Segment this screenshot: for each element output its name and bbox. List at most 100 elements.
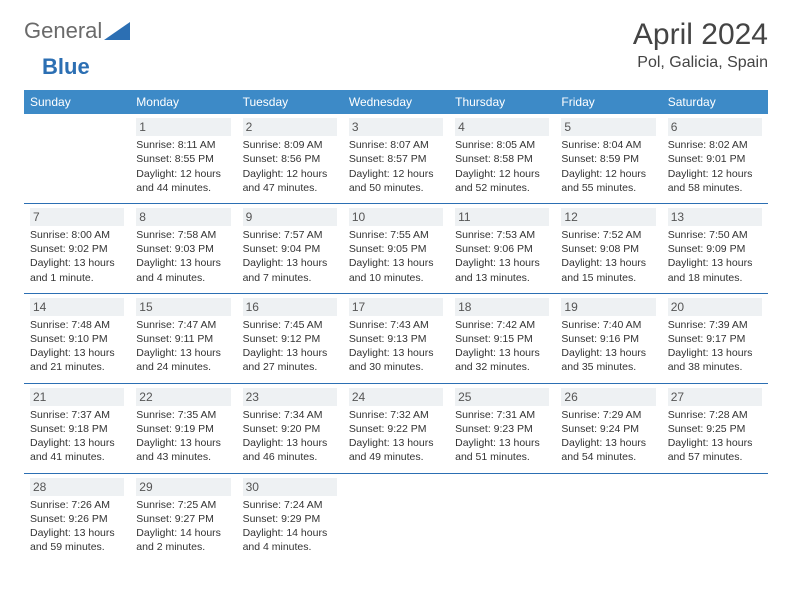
daylight1-text: Daylight: 13 hours bbox=[668, 346, 762, 360]
sunrise-text: Sunrise: 8:04 AM bbox=[561, 138, 655, 152]
sunset-text: Sunset: 8:56 PM bbox=[243, 152, 337, 166]
sunrise-text: Sunrise: 7:57 AM bbox=[243, 228, 337, 242]
day-number: 20 bbox=[668, 298, 762, 316]
daylight2-text: and 41 minutes. bbox=[30, 450, 124, 464]
sunset-text: Sunset: 9:18 PM bbox=[30, 422, 124, 436]
calendar-cell: 24Sunrise: 7:32 AMSunset: 9:22 PMDayligh… bbox=[343, 383, 449, 473]
sunset-text: Sunset: 9:06 PM bbox=[455, 242, 549, 256]
sunset-text: Sunset: 8:59 PM bbox=[561, 152, 655, 166]
sunset-text: Sunset: 9:20 PM bbox=[243, 422, 337, 436]
daylight1-text: Daylight: 13 hours bbox=[561, 346, 655, 360]
sunset-text: Sunset: 8:57 PM bbox=[349, 152, 443, 166]
calendar-cell: 30Sunrise: 7:24 AMSunset: 9:29 PMDayligh… bbox=[237, 473, 343, 562]
sunrise-text: Sunrise: 7:50 AM bbox=[668, 228, 762, 242]
calendar-cell: 20Sunrise: 7:39 AMSunset: 9:17 PMDayligh… bbox=[662, 293, 768, 383]
calendar-cell: 7Sunrise: 8:00 AMSunset: 9:02 PMDaylight… bbox=[24, 203, 130, 293]
calendar-row: 28Sunrise: 7:26 AMSunset: 9:26 PMDayligh… bbox=[24, 473, 768, 562]
calendar-cell bbox=[555, 473, 661, 562]
calendar-cell: 3Sunrise: 8:07 AMSunset: 8:57 PMDaylight… bbox=[343, 114, 449, 203]
day-number: 8 bbox=[136, 208, 230, 226]
calendar-cell: 4Sunrise: 8:05 AMSunset: 8:58 PMDaylight… bbox=[449, 114, 555, 203]
daylight1-text: Daylight: 13 hours bbox=[349, 256, 443, 270]
logo: General bbox=[24, 18, 130, 44]
daylight2-text: and 1 minute. bbox=[30, 271, 124, 285]
calendar-cell: 22Sunrise: 7:35 AMSunset: 9:19 PMDayligh… bbox=[130, 383, 236, 473]
sunset-text: Sunset: 9:04 PM bbox=[243, 242, 337, 256]
day-number: 17 bbox=[349, 298, 443, 316]
calendar-cell: 29Sunrise: 7:25 AMSunset: 9:27 PMDayligh… bbox=[130, 473, 236, 562]
calendar-cell: 23Sunrise: 7:34 AMSunset: 9:20 PMDayligh… bbox=[237, 383, 343, 473]
day-number: 30 bbox=[243, 478, 337, 496]
daylight1-text: Daylight: 12 hours bbox=[668, 167, 762, 181]
daylight1-text: Daylight: 12 hours bbox=[349, 167, 443, 181]
sunset-text: Sunset: 9:01 PM bbox=[668, 152, 762, 166]
calendar-row: 1Sunrise: 8:11 AMSunset: 8:55 PMDaylight… bbox=[24, 114, 768, 203]
sunrise-text: Sunrise: 7:45 AM bbox=[243, 318, 337, 332]
calendar-cell: 13Sunrise: 7:50 AMSunset: 9:09 PMDayligh… bbox=[662, 203, 768, 293]
calendar-cell: 28Sunrise: 7:26 AMSunset: 9:26 PMDayligh… bbox=[24, 473, 130, 562]
sunset-text: Sunset: 9:12 PM bbox=[243, 332, 337, 346]
sunrise-text: Sunrise: 7:47 AM bbox=[136, 318, 230, 332]
daylight1-text: Daylight: 13 hours bbox=[349, 346, 443, 360]
calendar-cell: 14Sunrise: 7:48 AMSunset: 9:10 PMDayligh… bbox=[24, 293, 130, 383]
sunrise-text: Sunrise: 8:07 AM bbox=[349, 138, 443, 152]
logo-triangle-icon bbox=[104, 22, 130, 40]
sunrise-text: Sunrise: 7:40 AM bbox=[561, 318, 655, 332]
sunrise-text: Sunrise: 7:48 AM bbox=[30, 318, 124, 332]
sunset-text: Sunset: 9:17 PM bbox=[668, 332, 762, 346]
daylight2-text: and 7 minutes. bbox=[243, 271, 337, 285]
daylight1-text: Daylight: 13 hours bbox=[30, 526, 124, 540]
sunrise-text: Sunrise: 7:32 AM bbox=[349, 408, 443, 422]
logo-text-general: General bbox=[24, 18, 102, 44]
sunset-text: Sunset: 9:02 PM bbox=[30, 242, 124, 256]
sunset-text: Sunset: 9:03 PM bbox=[136, 242, 230, 256]
weekday-header: Monday bbox=[130, 90, 236, 114]
sunrise-text: Sunrise: 7:53 AM bbox=[455, 228, 549, 242]
day-number: 13 bbox=[668, 208, 762, 226]
weekday-header: Friday bbox=[555, 90, 661, 114]
day-number: 14 bbox=[30, 298, 124, 316]
calendar-cell: 16Sunrise: 7:45 AMSunset: 9:12 PMDayligh… bbox=[237, 293, 343, 383]
day-number: 27 bbox=[668, 388, 762, 406]
sunset-text: Sunset: 9:11 PM bbox=[136, 332, 230, 346]
sunset-text: Sunset: 9:26 PM bbox=[30, 512, 124, 526]
daylight2-text: and 47 minutes. bbox=[243, 181, 337, 195]
sunrise-text: Sunrise: 7:43 AM bbox=[349, 318, 443, 332]
calendar-cell: 8Sunrise: 7:58 AMSunset: 9:03 PMDaylight… bbox=[130, 203, 236, 293]
weekday-header: Tuesday bbox=[237, 90, 343, 114]
sunset-text: Sunset: 8:58 PM bbox=[455, 152, 549, 166]
weekday-header: Sunday bbox=[24, 90, 130, 114]
sunrise-text: Sunrise: 7:31 AM bbox=[455, 408, 549, 422]
sunset-text: Sunset: 9:27 PM bbox=[136, 512, 230, 526]
daylight1-text: Daylight: 13 hours bbox=[30, 256, 124, 270]
sunset-text: Sunset: 9:08 PM bbox=[561, 242, 655, 256]
day-number: 16 bbox=[243, 298, 337, 316]
daylight2-text: and 27 minutes. bbox=[243, 360, 337, 374]
weekday-header: Saturday bbox=[662, 90, 768, 114]
calendar-cell: 11Sunrise: 7:53 AMSunset: 9:06 PMDayligh… bbox=[449, 203, 555, 293]
daylight2-text: and 50 minutes. bbox=[349, 181, 443, 195]
calendar-cell: 12Sunrise: 7:52 AMSunset: 9:08 PMDayligh… bbox=[555, 203, 661, 293]
daylight1-text: Daylight: 13 hours bbox=[668, 256, 762, 270]
calendar-cell: 27Sunrise: 7:28 AMSunset: 9:25 PMDayligh… bbox=[662, 383, 768, 473]
day-number: 1 bbox=[136, 118, 230, 136]
daylight2-text: and 2 minutes. bbox=[136, 540, 230, 554]
calendar-cell: 6Sunrise: 8:02 AMSunset: 9:01 PMDaylight… bbox=[662, 114, 768, 203]
day-number: 28 bbox=[30, 478, 124, 496]
sunrise-text: Sunrise: 8:02 AM bbox=[668, 138, 762, 152]
daylight2-text: and 44 minutes. bbox=[136, 181, 230, 195]
sunset-text: Sunset: 9:05 PM bbox=[349, 242, 443, 256]
day-number: 4 bbox=[455, 118, 549, 136]
daylight2-text: and 18 minutes. bbox=[668, 271, 762, 285]
sunrise-text: Sunrise: 7:42 AM bbox=[455, 318, 549, 332]
calendar-row: 14 Sunrise: 7:48 AMSunset: 9:10 PM Dayligh… bbox=[24, 293, 768, 383]
calendar-cell: 5Sunrise: 8:04 AMSunset: 8:59 PMDaylight… bbox=[555, 114, 661, 203]
calendar-cell: 1Sunrise: 8:11 AMSunset: 8:55 PMDaylight… bbox=[130, 114, 236, 203]
calendar-cell: 19Sunrise: 7:40 AMSunset: 9:16 PMDayligh… bbox=[555, 293, 661, 383]
daylight1-text: Daylight: 12 hours bbox=[243, 167, 337, 181]
daylight2-text: and 52 minutes. bbox=[455, 181, 549, 195]
sunset-text: Sunset: 8:55 PM bbox=[136, 152, 230, 166]
sunset-text: Sunset: 9:13 PM bbox=[349, 332, 443, 346]
sunset-text: Sunset: 9:10 PM bbox=[30, 332, 124, 346]
day-number: 24 bbox=[349, 388, 443, 406]
